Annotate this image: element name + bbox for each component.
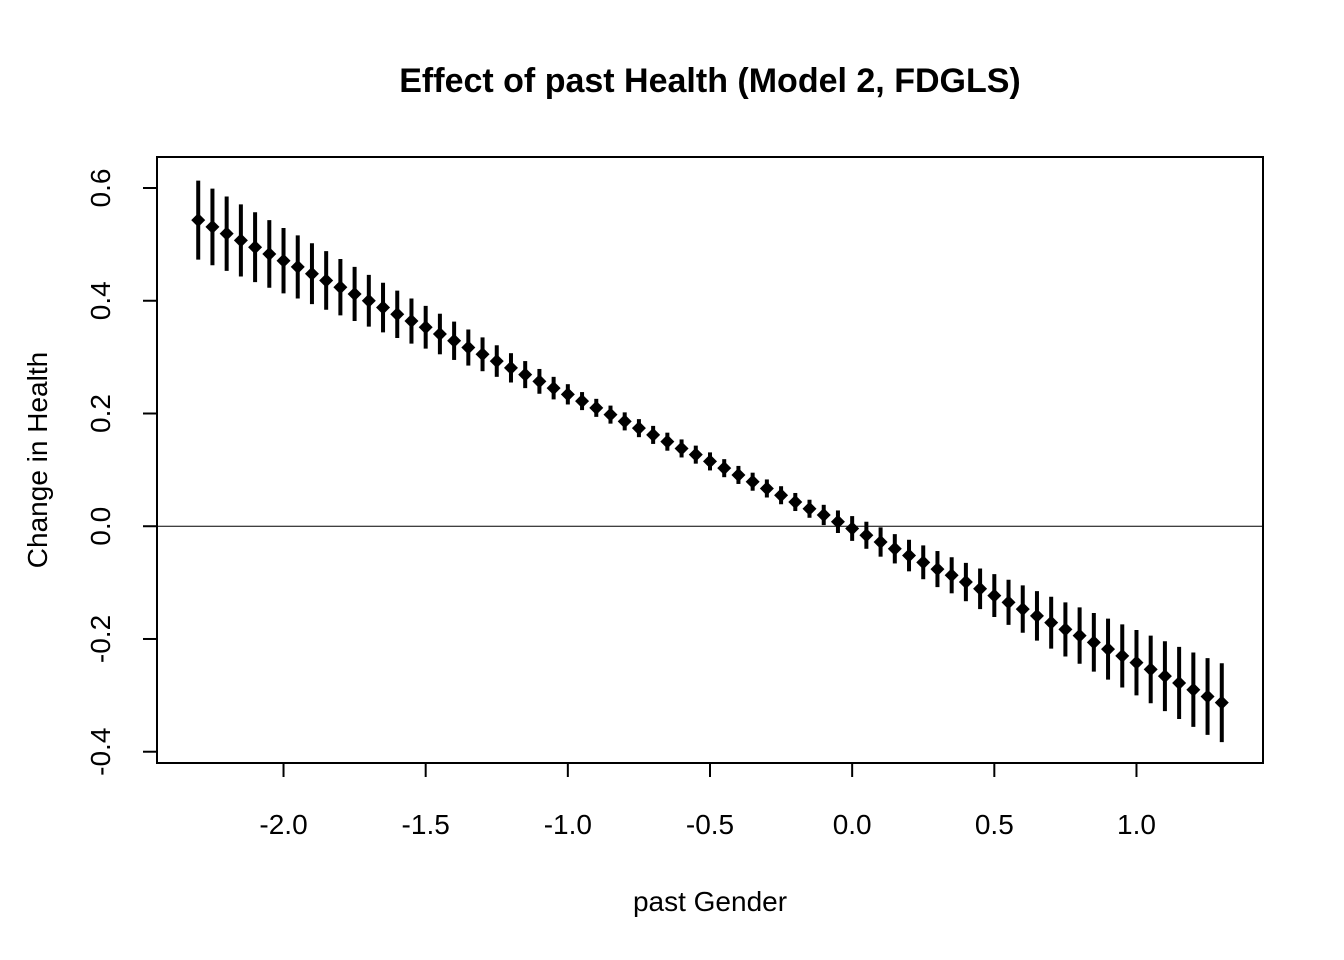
data-point <box>390 307 405 322</box>
data-point <box>973 581 988 596</box>
data-point <box>1129 655 1144 670</box>
data-point <box>703 454 717 469</box>
data-point <box>617 414 632 429</box>
x-tick-label: -0.5 <box>686 809 734 840</box>
data-point <box>774 488 789 503</box>
data-point <box>930 562 945 577</box>
y-axis: -0.4 -0.2 0.0 0.2 0.4 0.6 <box>85 169 158 776</box>
data-point <box>859 528 874 543</box>
x-tick-label: -1.5 <box>402 809 450 840</box>
data-point <box>873 535 888 550</box>
y-axis-label: Change in Health <box>22 352 53 568</box>
y-tick-label: 0.0 <box>85 507 116 546</box>
data-point <box>987 588 1002 603</box>
data-point <box>1143 662 1158 677</box>
data-point <box>887 541 902 556</box>
data-point <box>816 507 831 522</box>
data-point <box>404 314 419 329</box>
data-point <box>745 474 760 489</box>
data-marks <box>191 180 1229 743</box>
data-point <box>1186 682 1201 697</box>
x-axis-label: past Gender <box>633 886 787 917</box>
data-point <box>347 286 362 301</box>
y-tick-label: 0.2 <box>85 394 116 433</box>
data-point <box>830 514 845 529</box>
data-point <box>631 421 646 436</box>
data-point <box>248 240 263 255</box>
data-point <box>575 394 590 409</box>
x-tick-label: 0.5 <box>975 809 1014 840</box>
data-point <box>916 555 931 570</box>
x-tick-label: 0.0 <box>833 809 872 840</box>
data-point <box>290 259 305 274</box>
x-tick-label: 1.0 <box>1117 809 1156 840</box>
data-point <box>1058 622 1073 637</box>
y-tick-label: 0.6 <box>85 169 116 208</box>
data-point <box>1157 669 1172 684</box>
data-point <box>1214 695 1229 710</box>
data-point <box>1086 635 1101 650</box>
data-point <box>432 327 447 342</box>
data-point <box>1029 608 1044 623</box>
data-point <box>461 340 476 355</box>
data-point <box>646 427 661 442</box>
data-point <box>560 387 575 402</box>
data-point <box>546 381 561 396</box>
data-point <box>532 374 547 389</box>
data-point <box>1072 628 1087 643</box>
data-point <box>518 367 533 382</box>
data-point <box>1172 675 1187 690</box>
data-point <box>503 360 518 375</box>
data-point <box>262 246 277 261</box>
data-point <box>319 273 334 288</box>
data-point <box>660 434 675 449</box>
data-point <box>674 441 689 456</box>
data-point <box>603 407 618 422</box>
data-point <box>333 280 348 295</box>
data-point <box>276 253 291 268</box>
data-point <box>447 333 462 348</box>
x-tick-label: -1.0 <box>544 809 592 840</box>
data-point <box>802 501 817 516</box>
data-point <box>304 266 319 281</box>
data-point <box>589 400 604 415</box>
data-point <box>1001 595 1016 610</box>
chart-title: Effect of past Health (Model 2, FDGLS) <box>399 62 1020 100</box>
data-point <box>219 226 234 241</box>
data-point <box>418 320 433 335</box>
data-point <box>944 568 959 583</box>
x-axis: -2.0 -1.5 -1.0 -0.5 0.0 0.5 1.0 <box>259 762 1156 840</box>
data-point <box>1200 689 1215 704</box>
y-tick-label: 0.4 <box>85 281 116 320</box>
y-tick-label: -0.4 <box>85 728 116 776</box>
data-point <box>902 548 917 563</box>
data-point <box>759 481 774 496</box>
data-point <box>717 461 732 476</box>
data-point <box>361 293 376 308</box>
data-point <box>489 354 504 369</box>
data-point <box>958 575 973 590</box>
x-tick-label: -2.0 <box>259 809 307 840</box>
data-point <box>376 300 391 315</box>
data-point <box>788 494 803 509</box>
data-point <box>845 521 860 536</box>
data-point <box>475 347 490 362</box>
y-tick-label: -0.2 <box>85 615 116 663</box>
data-point <box>233 233 248 248</box>
data-point <box>191 213 206 228</box>
data-point <box>688 447 703 462</box>
data-point <box>205 219 220 234</box>
data-point <box>731 467 746 482</box>
data-point <box>1044 615 1059 630</box>
data-point <box>1101 642 1116 657</box>
data-point <box>1115 648 1130 663</box>
data-point <box>1015 602 1030 617</box>
